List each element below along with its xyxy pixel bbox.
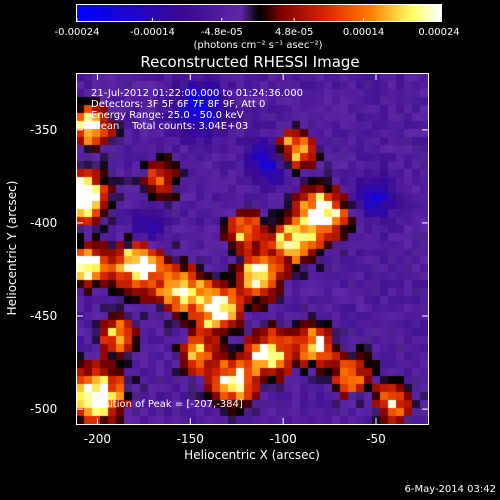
annotation-energy: Energy Range: 25.0 - 50.0 keV xyxy=(91,110,244,121)
y-tick-label: -500 xyxy=(30,402,58,417)
heatmap-image xyxy=(77,74,428,424)
y-tick-label: -450 xyxy=(30,309,58,324)
colorbar-tick-label: 0.00014 xyxy=(342,27,385,38)
x-tick-label: -50 xyxy=(366,432,386,446)
x-axis-label: Heliocentric X (arcsec) xyxy=(184,448,320,462)
annotation-peak: Position of Peak = [-207,-384] xyxy=(93,399,243,410)
colorbar xyxy=(76,4,442,22)
colorbar-tick-label: -4.8e-05 xyxy=(200,27,243,38)
colorbar-tick-label: 4.8e-05 xyxy=(274,27,314,38)
colorbar-tick-label: -0.00024 xyxy=(54,27,100,38)
plot-area: 21-Jul-2012 01:22:00.000 to 01:24:36.000… xyxy=(76,73,429,425)
timestamp-footer: 6-May-2014 03:42 xyxy=(404,484,496,495)
annotation-time-range: 21-Jul-2012 01:22:00.000 to 01:24:36.000 xyxy=(91,88,303,99)
colorbar-tick-label: -0.00014 xyxy=(129,27,175,38)
y-axis-label: Heliocentric Y (arcsec) xyxy=(5,180,19,316)
x-tick-label: -100 xyxy=(269,432,297,446)
annotation-clean: Clean xyxy=(91,121,120,132)
colorbar-gradient xyxy=(77,5,441,21)
annotation-detectors: Detectors: 3F 5F 6F 7F 8F 9F, Att 0 xyxy=(91,99,266,110)
annotation-counts: Total counts: 3.04E+03 xyxy=(132,121,249,132)
chart-title: Reconstructed RHESSI Image xyxy=(140,53,360,71)
colorbar-tick-label: 0.00024 xyxy=(418,27,460,38)
x-tick-label: -150 xyxy=(176,432,204,446)
y-tick-label: -400 xyxy=(30,215,58,230)
colorbar-units: (photons cm⁻² s⁻¹ asec⁻²) xyxy=(193,40,323,51)
x-tick-label: -200 xyxy=(83,432,112,446)
y-tick-label: -350 xyxy=(30,122,58,137)
